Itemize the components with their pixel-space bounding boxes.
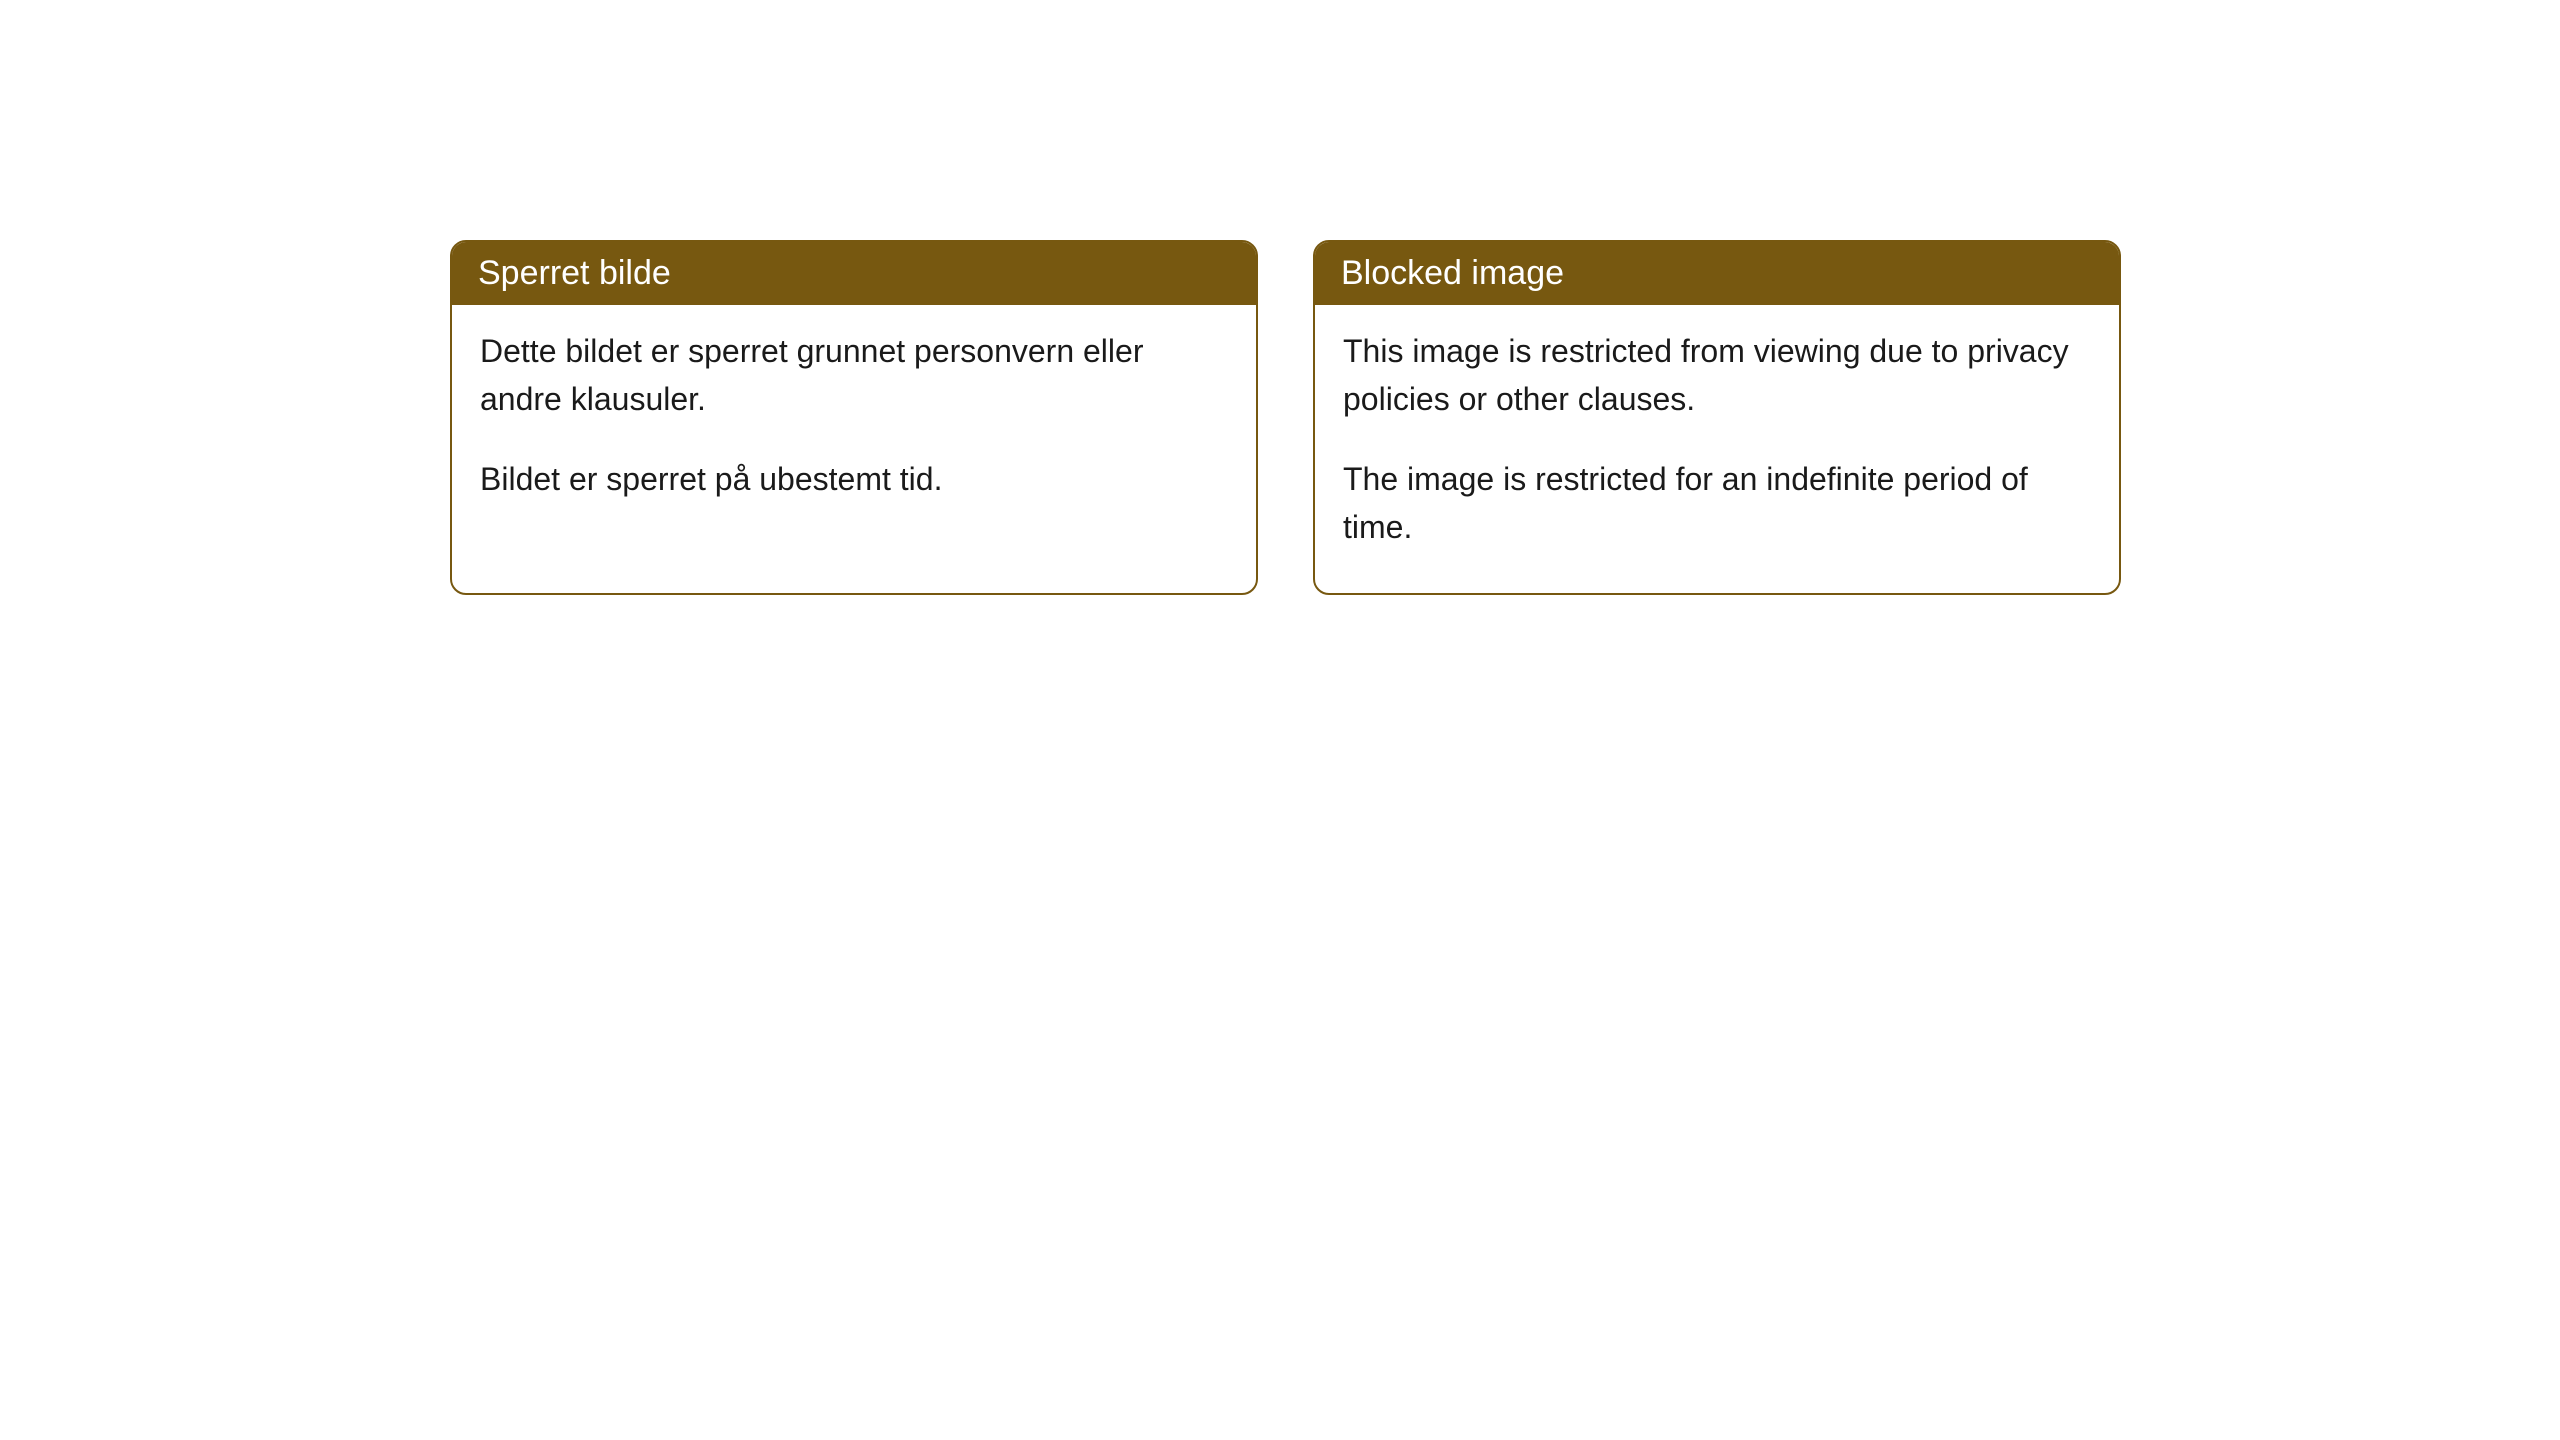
notice-body-english: This image is restricted from viewing du… <box>1315 305 2119 593</box>
notice-text: Dette bildet er sperret grunnet personve… <box>480 327 1228 423</box>
notice-card-norwegian: Sperret bilde Dette bildet er sperret gr… <box>450 240 1258 595</box>
notice-text: Bildet er sperret på ubestemt tid. <box>480 455 1228 503</box>
notice-header-norwegian: Sperret bilde <box>452 242 1256 305</box>
notice-text: The image is restricted for an indefinit… <box>1343 455 2091 551</box>
notice-body-norwegian: Dette bildet er sperret grunnet personve… <box>452 305 1256 545</box>
notice-header-english: Blocked image <box>1315 242 2119 305</box>
notice-text: This image is restricted from viewing du… <box>1343 327 2091 423</box>
notice-container: Sperret bilde Dette bildet er sperret gr… <box>450 240 2121 595</box>
notice-card-english: Blocked image This image is restricted f… <box>1313 240 2121 595</box>
